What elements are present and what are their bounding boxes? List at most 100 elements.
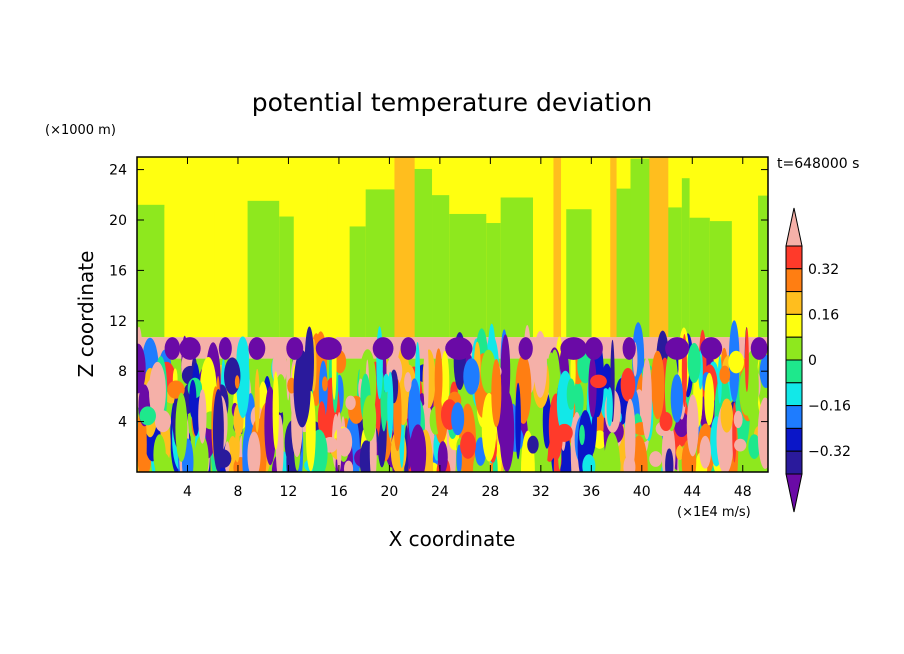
upper-streak bbox=[214, 182, 248, 338]
convective-cell bbox=[499, 390, 515, 472]
convective-cell bbox=[139, 406, 156, 426]
colorbar-box bbox=[785, 245, 803, 270]
upper-plume bbox=[394, 157, 415, 338]
colorbar: 0.32 0.16 0 −0.16 −0.32 bbox=[785, 207, 851, 513]
convective-cell bbox=[359, 440, 373, 472]
convective-cell bbox=[699, 435, 711, 469]
colorbar-box bbox=[785, 291, 803, 315]
colorbar-box bbox=[785, 405, 803, 429]
convective-cell bbox=[590, 374, 607, 389]
convective-cell bbox=[148, 361, 166, 421]
convective-cell bbox=[234, 430, 240, 463]
convective-cell bbox=[423, 337, 429, 418]
convective-cell bbox=[272, 371, 279, 450]
x-tick-label: 12 bbox=[280, 484, 298, 500]
upper-streak bbox=[689, 217, 710, 338]
upper-plume bbox=[610, 157, 617, 338]
convective-cell bbox=[293, 350, 311, 428]
convective-cell bbox=[434, 348, 443, 409]
band-cell bbox=[560, 337, 587, 360]
y-tick-label: 4 bbox=[118, 415, 127, 431]
colorbar-box bbox=[785, 313, 803, 338]
x-tick-label: 4 bbox=[183, 484, 192, 500]
x-tick-label: 40 bbox=[633, 484, 651, 500]
upper-streak bbox=[533, 165, 567, 338]
band-cell bbox=[665, 337, 690, 360]
colorbar-box bbox=[785, 359, 803, 384]
upper-streak bbox=[137, 204, 165, 338]
convective-cell bbox=[566, 378, 576, 410]
x-units-label: (×1E4 m/s) bbox=[677, 505, 751, 520]
convective-cell bbox=[322, 376, 328, 392]
colorbar-tick-label: 0 bbox=[808, 353, 817, 369]
upper-plume bbox=[649, 157, 669, 338]
convective-cell bbox=[659, 411, 673, 431]
convective-cell bbox=[603, 432, 621, 472]
upper-streak bbox=[279, 216, 294, 338]
colorbar-box bbox=[785, 336, 803, 361]
band-cell bbox=[584, 337, 603, 360]
convective-cell bbox=[189, 379, 197, 419]
convective-cell bbox=[670, 374, 684, 423]
plot-frame bbox=[136, 156, 769, 473]
upper-streak bbox=[486, 223, 501, 338]
band-cell bbox=[218, 337, 232, 360]
convective-cell bbox=[720, 398, 734, 433]
x-axis: 4 8 12 16 20 24 28 32 36 40 44 48 bbox=[183, 157, 752, 500]
convective-cell bbox=[254, 368, 260, 433]
x-tick-label: 16 bbox=[330, 484, 348, 500]
y-tick-label: 8 bbox=[118, 364, 127, 380]
convective-cell bbox=[748, 434, 761, 459]
convective-cell bbox=[362, 395, 377, 442]
convective-cell bbox=[437, 441, 448, 472]
convective-cell bbox=[456, 444, 462, 472]
y-tick-label: 16 bbox=[109, 263, 127, 279]
convective-cell bbox=[719, 365, 731, 384]
band-cell bbox=[445, 337, 473, 360]
colorbar-tick-label: 0.32 bbox=[808, 262, 839, 278]
upper-streak bbox=[432, 195, 450, 338]
band-cell bbox=[248, 337, 266, 360]
convective-cell bbox=[588, 356, 597, 418]
convective-cell bbox=[409, 424, 427, 472]
x-axis-label: X coordinate bbox=[389, 527, 516, 551]
upper-streak bbox=[202, 210, 215, 338]
upper-streak bbox=[591, 176, 612, 338]
y-axis-label: Z coordinate bbox=[74, 251, 98, 378]
convective-cell bbox=[686, 394, 699, 457]
colorbar-box bbox=[785, 268, 803, 293]
upper-streak bbox=[349, 226, 366, 338]
upper-streak bbox=[566, 209, 592, 338]
upper-plume bbox=[553, 157, 562, 338]
convective-cell bbox=[317, 401, 326, 436]
convective-cell bbox=[376, 326, 383, 400]
convective-cell bbox=[212, 388, 224, 472]
upper-streak bbox=[709, 221, 732, 338]
convective-cell bbox=[620, 367, 636, 402]
convective-cell bbox=[577, 410, 593, 472]
convective-cell bbox=[676, 445, 684, 460]
x-tick-label: 32 bbox=[532, 484, 550, 500]
band-cell bbox=[700, 337, 723, 360]
colorbar-tick-label: 0.16 bbox=[808, 307, 839, 323]
upper-streak bbox=[164, 207, 203, 338]
convective-cell bbox=[733, 410, 743, 429]
x-tick-label: 28 bbox=[481, 484, 499, 500]
upper-streak bbox=[500, 197, 534, 338]
band-cell bbox=[179, 337, 201, 360]
x-tick-label: 48 bbox=[734, 484, 752, 500]
upper-streak bbox=[327, 184, 350, 338]
x-tick-label: 44 bbox=[683, 484, 701, 500]
convective-cell bbox=[234, 375, 240, 389]
upper-streak bbox=[365, 189, 400, 338]
convective-cell bbox=[665, 448, 674, 472]
y-tick-label: 20 bbox=[109, 213, 127, 229]
upper-streak bbox=[666, 207, 682, 338]
y-units-label: (×1000 m) bbox=[45, 123, 116, 138]
convective-cell bbox=[732, 402, 737, 463]
convective-cell bbox=[649, 451, 663, 467]
convective-cell bbox=[451, 402, 465, 436]
convective-cell bbox=[579, 424, 585, 446]
convective-cell bbox=[247, 431, 261, 472]
convective-cell bbox=[547, 352, 555, 398]
